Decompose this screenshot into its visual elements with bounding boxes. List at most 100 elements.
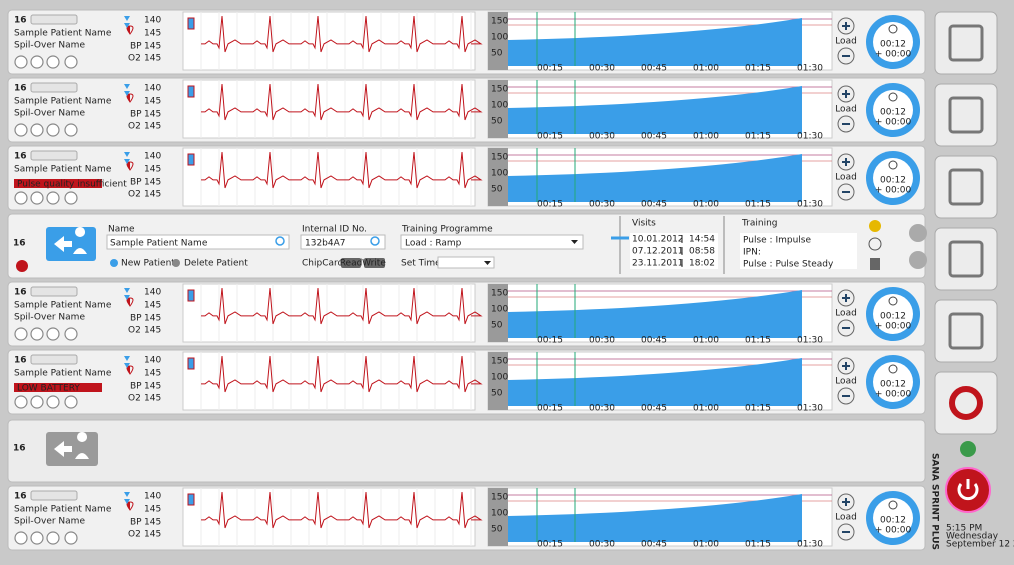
programme-value: Load : Ramp xyxy=(405,239,462,249)
sidebar-button[interactable] xyxy=(934,11,998,75)
id-input[interactable] xyxy=(300,234,386,250)
bp-value: 145 xyxy=(144,110,161,120)
load-area xyxy=(508,86,802,134)
graph-x-label: 01:00 xyxy=(693,200,719,210)
search-icon xyxy=(370,236,380,246)
tool-icon[interactable] xyxy=(46,327,60,341)
read-button[interactable] xyxy=(341,258,361,268)
tool-icon[interactable] xyxy=(30,327,44,341)
training-label: Training xyxy=(741,219,778,229)
load-area xyxy=(508,18,802,66)
graph-x-label: 01:15 xyxy=(745,540,771,550)
set-time-select[interactable] xyxy=(437,256,495,269)
battery-icon xyxy=(187,493,195,506)
plus xyxy=(842,362,850,370)
graph-x-label: 00:45 xyxy=(641,336,667,346)
heart-icon xyxy=(126,25,134,35)
graph-x-label: 00:45 xyxy=(641,200,667,210)
sidebar-button[interactable] xyxy=(934,299,998,363)
tool-icon[interactable] xyxy=(64,327,78,341)
timer: 00:12 xyxy=(880,108,906,118)
tool-icon[interactable] xyxy=(14,55,28,69)
tool-icon[interactable] xyxy=(64,395,78,409)
programme-select[interactable] xyxy=(400,234,584,250)
graph-axis-band xyxy=(488,352,508,410)
tool-icon[interactable] xyxy=(64,55,78,69)
tool-icon[interactable] xyxy=(64,191,78,205)
hr-target: 140 xyxy=(144,152,161,162)
tool-icon[interactable] xyxy=(14,327,28,341)
load-label: Load xyxy=(835,513,857,523)
device-tag xyxy=(30,286,78,297)
tool-icon[interactable] xyxy=(46,55,60,69)
heart-rate: 145 xyxy=(144,369,161,379)
empty-row[interactable] xyxy=(7,419,926,483)
graph-x-label: 01:30 xyxy=(797,132,823,142)
next-button[interactable] xyxy=(909,224,927,242)
power-button[interactable] xyxy=(945,467,991,513)
ecg-trace xyxy=(201,151,483,189)
write-button[interactable] xyxy=(364,258,385,268)
timer-face xyxy=(873,90,913,130)
timer-extra: + 00:00 xyxy=(875,50,912,60)
name-label: Name xyxy=(108,225,135,235)
timer-extra: + 00:00 xyxy=(875,390,912,400)
timer: 00:12 xyxy=(880,176,906,186)
graph-x-label: 01:15 xyxy=(745,404,771,414)
name-input[interactable] xyxy=(106,234,290,250)
tool-icon[interactable] xyxy=(14,123,28,137)
power-icon[interactable] xyxy=(16,260,28,272)
sidebar-icon xyxy=(948,312,984,350)
refresh-button[interactable] xyxy=(909,251,927,269)
trash-icon[interactable] xyxy=(870,258,880,270)
tool-icon[interactable] xyxy=(30,191,44,205)
tool-icon[interactable] xyxy=(46,395,60,409)
timer: 00:12 xyxy=(880,312,906,322)
graph-x-label: 01:15 xyxy=(745,336,771,346)
heart-rate: 145 xyxy=(144,301,161,311)
o2-label: O2 xyxy=(128,326,141,336)
visit-date: 07.12.2011 xyxy=(632,247,684,257)
sidebar-icon xyxy=(948,240,984,278)
info-icon[interactable] xyxy=(869,220,881,232)
pulse-icon[interactable] xyxy=(868,237,882,251)
new-patient-icon[interactable] xyxy=(110,259,118,267)
tool-icon[interactable] xyxy=(46,123,60,137)
spill-over-name: Spil-Over Name xyxy=(14,517,85,527)
graph-x-label: 01:00 xyxy=(693,336,719,346)
o2-value: 145 xyxy=(144,326,161,336)
clock-icon xyxy=(888,160,898,170)
tool-icon[interactable] xyxy=(30,531,44,545)
tool-icon[interactable] xyxy=(14,531,28,545)
tool-icon[interactable] xyxy=(30,123,44,137)
tool-icon[interactable] xyxy=(14,395,28,409)
sidebar-button[interactable] xyxy=(934,227,998,291)
sidebar-button[interactable] xyxy=(934,83,998,147)
bp-label: BP xyxy=(130,42,142,52)
training-item: Pulse : Pulse Steady xyxy=(743,260,834,270)
settings-small[interactable] xyxy=(960,441,976,457)
graph-x-label: 00:15 xyxy=(537,404,563,414)
graph-y-label: 50 xyxy=(491,525,503,535)
graph-x-label: 00:15 xyxy=(537,336,563,346)
device-tag xyxy=(30,14,78,25)
sidebar-button[interactable] xyxy=(934,371,998,435)
sidebar-button[interactable] xyxy=(934,155,998,219)
tool-icon[interactable] xyxy=(30,55,44,69)
tool-icon[interactable] xyxy=(46,191,60,205)
graph-x-label: 00:15 xyxy=(537,132,563,142)
chipcard-label: ChipCard xyxy=(302,259,343,269)
graph-y-label: 50 xyxy=(491,321,503,331)
clock-icon xyxy=(888,296,898,306)
alert-banner xyxy=(14,179,102,188)
tool-icon[interactable] xyxy=(46,531,60,545)
brand-text: SANA SPRINT PLUS xyxy=(930,453,940,550)
station-number: 16 xyxy=(13,239,26,249)
patient-name: Sample Patient Name xyxy=(14,301,112,311)
graph-x-label: 01:30 xyxy=(797,200,823,210)
tool-icon[interactable] xyxy=(30,395,44,409)
delete-patient-icon[interactable] xyxy=(172,259,180,267)
tool-icon[interactable] xyxy=(64,531,78,545)
tool-icon[interactable] xyxy=(64,123,78,137)
tool-icon[interactable] xyxy=(14,191,28,205)
